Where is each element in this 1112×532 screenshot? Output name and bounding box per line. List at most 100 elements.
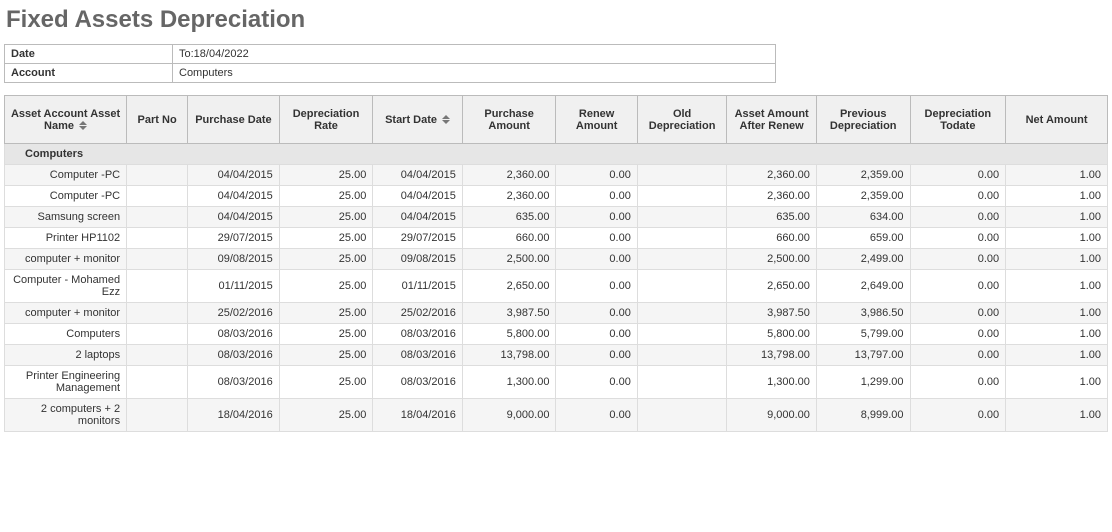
cell-todate: 0.00 [910, 165, 1006, 186]
cell-part [127, 324, 188, 345]
cell-name: Computer -PC [5, 186, 127, 207]
cell-pamount: 1,300.00 [462, 366, 556, 399]
meta-date-label: Date [5, 45, 173, 64]
cell-net: 1.00 [1006, 366, 1108, 399]
cell-prev: 2,649.00 [816, 270, 910, 303]
meta-table: Date To:18/04/2022 Account Computers [4, 44, 776, 83]
cell-part [127, 345, 188, 366]
cell-part [127, 366, 188, 399]
group-row: Computers [5, 144, 1108, 165]
table-row: Computers08/03/201625.0008/03/20165,800.… [5, 324, 1108, 345]
cell-renew: 0.00 [556, 228, 637, 249]
cell-sdate: 08/03/2016 [373, 345, 463, 366]
cell-net: 1.00 [1006, 399, 1108, 432]
cell-after: 9,000.00 [727, 399, 817, 432]
cell-sdate: 29/07/2015 [373, 228, 463, 249]
cell-part [127, 207, 188, 228]
col-purchase-date[interactable]: Purchase Date [188, 96, 280, 144]
cell-name: 2 laptops [5, 345, 127, 366]
cell-pdate: 01/11/2015 [188, 270, 280, 303]
cell-pamount: 13,798.00 [462, 345, 556, 366]
table-row: Printer HP110229/07/201525.0029/07/20156… [5, 228, 1108, 249]
cell-todate: 0.00 [910, 228, 1006, 249]
cell-net: 1.00 [1006, 207, 1108, 228]
cell-olddep [637, 207, 727, 228]
cell-after: 13,798.00 [727, 345, 817, 366]
cell-pamount: 3,987.50 [462, 303, 556, 324]
col-part-no[interactable]: Part No [127, 96, 188, 144]
sort-icon [442, 115, 450, 124]
col-previous-depreciation[interactable]: Previous Depreciation [816, 96, 910, 144]
cell-after: 635.00 [727, 207, 817, 228]
table-row: Computer - Mohamed Ezz01/11/201525.0001/… [5, 270, 1108, 303]
cell-sdate: 04/04/2015 [373, 186, 463, 207]
cell-after: 2,650.00 [727, 270, 817, 303]
cell-after: 2,360.00 [727, 186, 817, 207]
cell-prev: 1,299.00 [816, 366, 910, 399]
col-asset-name-label: Asset Account Asset Name [11, 108, 120, 132]
cell-renew: 0.00 [556, 165, 637, 186]
cell-prev: 8,999.00 [816, 399, 910, 432]
assets-grid: Asset Account Asset Name Part No Purchas… [4, 95, 1108, 432]
cell-net: 1.00 [1006, 324, 1108, 345]
cell-olddep [637, 345, 727, 366]
cell-renew: 0.00 [556, 270, 637, 303]
group-label: Computers [5, 144, 1108, 165]
table-row: 2 laptops08/03/201625.0008/03/201613,798… [5, 345, 1108, 366]
cell-part [127, 399, 188, 432]
cell-pamount: 2,650.00 [462, 270, 556, 303]
cell-after: 2,360.00 [727, 165, 817, 186]
cell-pamount: 2,360.00 [462, 165, 556, 186]
cell-rate: 25.00 [279, 249, 373, 270]
cell-todate: 0.00 [910, 303, 1006, 324]
cell-part [127, 165, 188, 186]
cell-sdate: 25/02/2016 [373, 303, 463, 324]
meta-account-value: Computers [173, 64, 776, 83]
cell-rate: 25.00 [279, 228, 373, 249]
col-net-amount[interactable]: Net Amount [1006, 96, 1108, 144]
col-depreciation-rate[interactable]: Depreciation Rate [279, 96, 373, 144]
cell-pdate: 04/04/2015 [188, 207, 280, 228]
col-asset-name[interactable]: Asset Account Asset Name [5, 96, 127, 144]
cell-olddep [637, 324, 727, 345]
table-row: computer + monitor09/08/201525.0009/08/2… [5, 249, 1108, 270]
cell-rate: 25.00 [279, 270, 373, 303]
cell-prev: 659.00 [816, 228, 910, 249]
cell-prev: 2,359.00 [816, 186, 910, 207]
cell-prev: 2,359.00 [816, 165, 910, 186]
cell-pdate: 08/03/2016 [188, 324, 280, 345]
col-start-date[interactable]: Start Date [373, 96, 463, 144]
cell-sdate: 04/04/2015 [373, 207, 463, 228]
cell-rate: 25.00 [279, 324, 373, 345]
cell-olddep [637, 228, 727, 249]
meta-date-value: To:18/04/2022 [173, 45, 776, 64]
col-renew-amount[interactable]: Renew Amount [556, 96, 637, 144]
col-depreciation-todate[interactable]: Depreciation Todate [910, 96, 1006, 144]
cell-rate: 25.00 [279, 399, 373, 432]
cell-rate: 25.00 [279, 303, 373, 324]
cell-todate: 0.00 [910, 249, 1006, 270]
cell-pdate: 25/02/2016 [188, 303, 280, 324]
cell-after: 3,987.50 [727, 303, 817, 324]
col-old-depreciation[interactable]: Old Depreciation [637, 96, 727, 144]
cell-after: 660.00 [727, 228, 817, 249]
cell-net: 1.00 [1006, 345, 1108, 366]
cell-pamount: 9,000.00 [462, 399, 556, 432]
cell-rate: 25.00 [279, 186, 373, 207]
cell-pamount: 635.00 [462, 207, 556, 228]
cell-sdate: 08/03/2016 [373, 324, 463, 345]
cell-renew: 0.00 [556, 345, 637, 366]
cell-part [127, 270, 188, 303]
cell-pamount: 660.00 [462, 228, 556, 249]
cell-olddep [637, 249, 727, 270]
col-purchase-amount[interactable]: Purchase Amount [462, 96, 556, 144]
cell-rate: 25.00 [279, 345, 373, 366]
cell-olddep [637, 366, 727, 399]
cell-name: computer + monitor [5, 303, 127, 324]
col-asset-after-renew[interactable]: Asset Amount After Renew [727, 96, 817, 144]
cell-pamount: 5,800.00 [462, 324, 556, 345]
cell-net: 1.00 [1006, 303, 1108, 324]
cell-sdate: 04/04/2015 [373, 165, 463, 186]
cell-after: 1,300.00 [727, 366, 817, 399]
table-row: Samsung screen04/04/201525.0004/04/20156… [5, 207, 1108, 228]
